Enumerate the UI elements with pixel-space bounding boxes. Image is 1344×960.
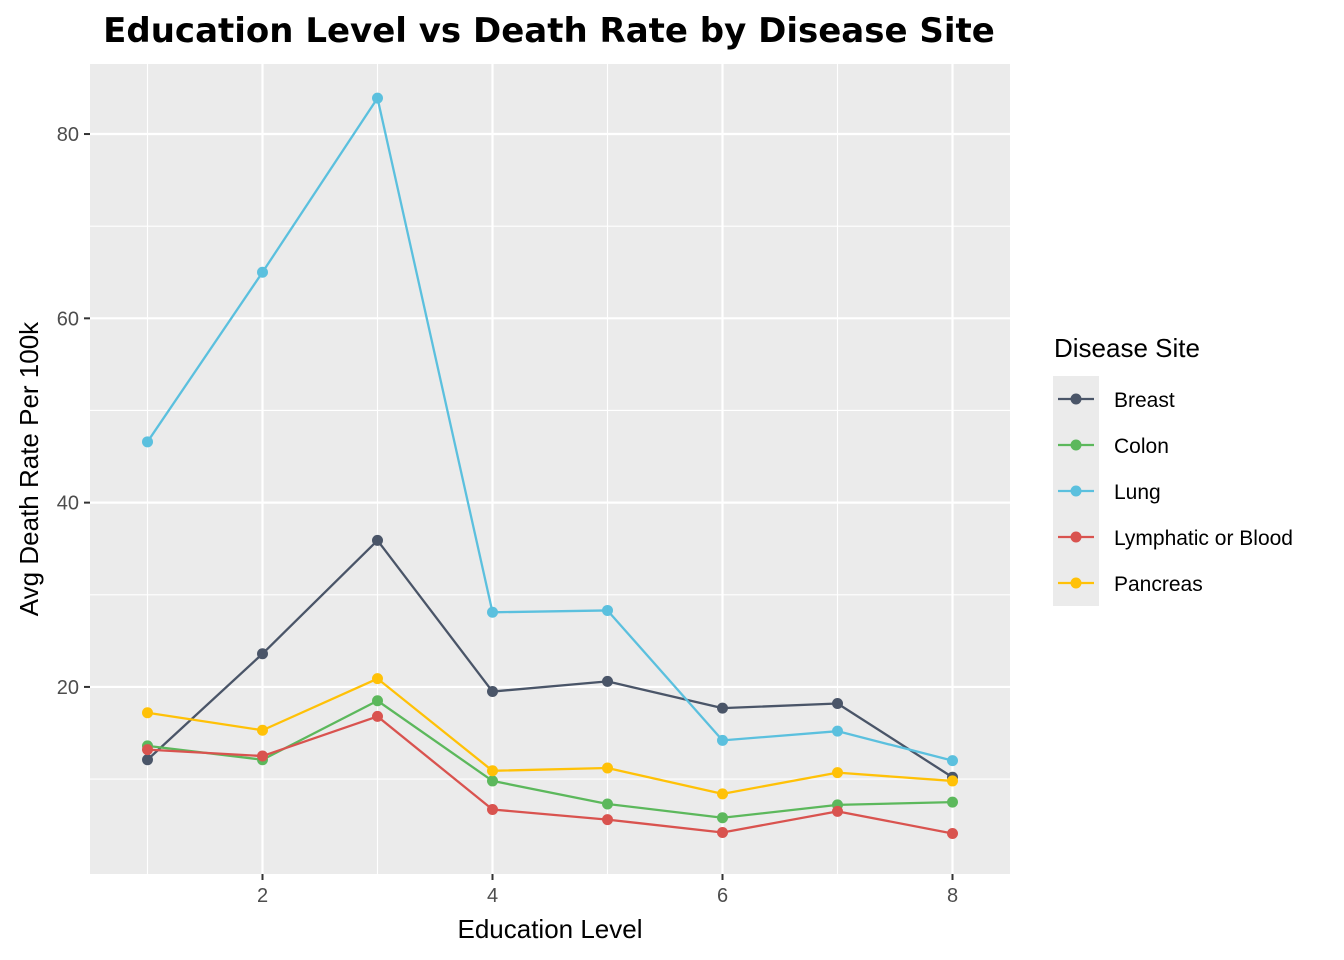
data-point-lung [947,755,958,767]
data-point-lymphatic-or-blood [487,803,498,815]
x-tick-label: 6 [717,885,728,907]
plot-panel [90,64,1010,874]
data-point-lung [832,725,843,737]
series-line-breast [146,539,954,779]
data-point-colon [602,798,613,810]
data-point-breast [372,534,383,546]
data-point-lung [142,436,153,448]
data-point-breast [602,675,613,687]
data-point-pancreas [257,724,268,736]
data-point-lung [487,606,498,618]
data-point-colon [717,812,728,824]
legend-key-point-lung [1070,485,1082,497]
chart-title: Education Level vs Death Rate by Disease… [103,11,995,51]
axis-ticks [84,133,954,880]
x-axis-title: Education Level [457,914,642,944]
y-tick-label: 20 [57,677,79,699]
series-line-pancreas [147,677,953,795]
legend-key-point-pancreas [1070,577,1082,589]
data-point-pancreas [602,762,613,774]
legend: Disease Site Breast Colon Lung Lymphatic or… [1053,333,1293,606]
legend-key-point-lymphatic-or-blood [1070,531,1082,543]
legend-items: Breast Colon Lung Lymphatic or Blood Pancrea… [1058,389,1293,596]
legend-label-breast: Breast [1114,389,1175,412]
data-point-lymphatic-or-blood [947,827,958,839]
data-point-lymphatic-or-blood [142,744,153,756]
data-point-pancreas [372,673,383,685]
data-point-breast [832,698,843,710]
series-points [142,92,958,839]
x-tick-label: 4 [487,885,498,907]
data-point-lymphatic-or-blood [717,827,728,839]
data-point-lung [717,734,728,746]
grid-minor [90,64,1010,874]
legend-label-lymphatic-or-blood: Lymphatic or Blood [1114,527,1293,550]
y-tick-label: 60 [57,308,79,330]
x-tick-label: 2 [257,885,268,907]
series-line-lung [146,96,953,762]
data-point-lymphatic-or-blood [372,710,383,722]
data-point-pancreas [487,765,498,777]
y-tick-label: 40 [57,493,79,515]
legend-label-lung: Lung [1114,481,1161,504]
series-lines [146,96,954,835]
data-point-lymphatic-or-blood [257,750,268,762]
data-point-breast [487,686,498,698]
legend-label-pancreas: Pancreas [1114,573,1203,596]
data-point-breast [257,648,268,660]
legend-key-point-breast [1070,393,1082,405]
legend-label-colon: Colon [1114,435,1169,458]
data-point-colon [487,775,498,787]
tick-labels: 2 4 6 8 20 40 60 80 [57,124,958,907]
data-point-pancreas [717,788,728,800]
data-point-pancreas [142,707,153,719]
data-point-pancreas [947,775,958,787]
data-point-colon [947,796,958,808]
legend-title: Disease Site [1054,333,1200,363]
data-point-lymphatic-or-blood [832,805,843,817]
data-point-lung [602,604,613,616]
data-point-pancreas [832,767,843,779]
x-tick-label: 8 [947,885,958,907]
data-point-lung [372,92,383,104]
y-tick-label: 80 [57,124,79,146]
legend-key-point-colon [1070,439,1082,451]
data-point-lung [257,266,268,278]
series-line-lymphatic-or-blood [147,715,953,835]
y-axis-title: Avg Death Rate Per 100k [14,321,44,616]
data-point-breast [142,754,153,766]
data-point-colon [372,695,383,707]
data-point-lymphatic-or-blood [602,814,613,826]
data-point-breast [717,702,728,714]
